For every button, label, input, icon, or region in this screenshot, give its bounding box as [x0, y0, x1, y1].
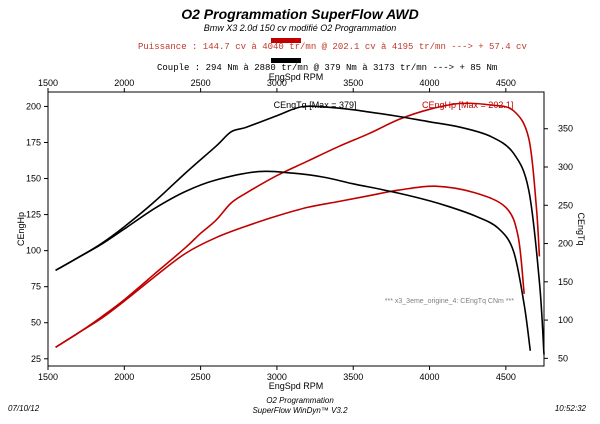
- y-left-tick-label: 200: [26, 101, 41, 111]
- series-line-1: [55, 102, 541, 348]
- x-tick-label-top: 2000: [114, 78, 134, 88]
- reference-run-annotation: *** x3_3eme_origine_4: CEngTq CNm ***: [385, 298, 514, 305]
- plot-frame: [47, 91, 545, 367]
- footer-date: 07/10/12: [8, 404, 40, 413]
- y-right-tick-label: 250: [558, 200, 573, 210]
- x-tick-label-bottom: 4000: [420, 372, 440, 382]
- power-legend-swatch: [271, 38, 301, 43]
- y-left-tick-label: 100: [26, 246, 41, 256]
- y-right-axis-label: CEngTq: [576, 212, 586, 245]
- x-axis-label-top: EngSpd RPM: [269, 72, 324, 82]
- x-tick-label-bottom: 2000: [114, 372, 134, 382]
- footer-software: SuperFlow WinDyn™ V3.2: [252, 406, 348, 415]
- footer-time: 10:52:32: [554, 404, 586, 413]
- x-tick-label-bottom: 4500: [496, 372, 516, 382]
- x-tick-label-bottom: 2500: [191, 372, 211, 382]
- torque-summary: Couple : 294 Nm à 2880 tr/mn @ 379 Nm à …: [157, 63, 498, 73]
- y-left-axis-label: CEngHp: [16, 212, 26, 246]
- series-line-3: [55, 105, 545, 355]
- y-left-tick-label: 50: [31, 318, 41, 328]
- page-title: O2 Programmation SuperFlow AWD: [181, 6, 419, 22]
- x-tick-label-bottom: 1500: [38, 372, 58, 382]
- vehicle-subtitle: Bmw X3 2.0d 150 cv modifié O2 Programmat…: [203, 23, 397, 33]
- series-line-4: [55, 170, 532, 351]
- footer-credits: O2 Programmation SuperFlow WinDyn™ V3.2: [0, 396, 600, 416]
- x-tick-label-top: 1500: [38, 78, 58, 88]
- y-left-tick-label: 25: [31, 354, 41, 364]
- power-max-annotation: CEngHp [Max = 202.1]: [422, 100, 513, 110]
- x-axis-label-bottom: EngSpd RPM: [269, 381, 324, 391]
- x-tick-label-top: 2500: [191, 78, 211, 88]
- y-left-tick-label: 75: [31, 282, 41, 292]
- y-right-tick-label: 100: [558, 315, 573, 325]
- x-tick-label-bottom: 3500: [343, 372, 363, 382]
- y-right-tick-label: 200: [558, 239, 573, 249]
- torque-legend-swatch: [271, 58, 301, 63]
- series-line-2: [55, 185, 525, 348]
- x-tick-label-top: 3500: [343, 78, 363, 88]
- y-left-tick-label: 125: [26, 210, 41, 220]
- x-tick-label-top: 3000: [267, 78, 287, 88]
- power-summary: Puissance : 144.7 cv à 4040 tr/mn @ 202.…: [138, 42, 527, 52]
- y-right-tick-label: 150: [558, 277, 573, 287]
- y-right-tick-label: 50: [558, 353, 568, 363]
- x-tick-label-top: 4000: [420, 78, 440, 88]
- y-right-tick-label: 300: [558, 162, 573, 172]
- y-left-tick-label: 175: [26, 137, 41, 147]
- y-right-tick-label: 350: [558, 124, 573, 134]
- torque-max-annotation: CEngTq [Max = 379]: [274, 100, 357, 110]
- x-tick-label-top: 4500: [496, 78, 516, 88]
- x-tick-label-bottom: 3000: [267, 372, 287, 382]
- footer-company: O2 Programmation: [266, 396, 334, 405]
- y-left-tick-label: 150: [26, 174, 41, 184]
